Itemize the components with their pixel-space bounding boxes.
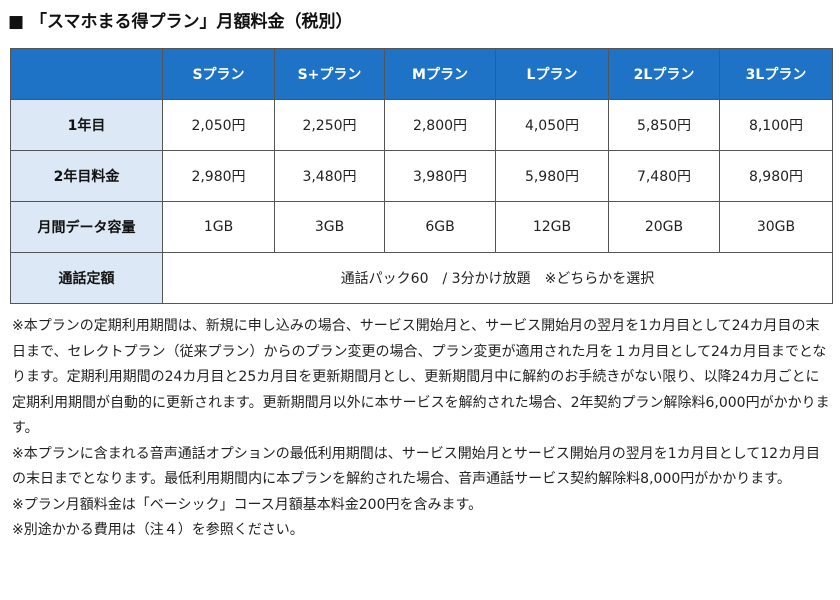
header-m-plan: Mプラン — [384, 48, 496, 100]
price-cell: 3,480円 — [274, 150, 385, 202]
table-header-row: Sプラン S+プラン Mプラン Lプラン 2Lプラン 3Lプラン — [10, 48, 833, 100]
price-cell: 2,250円 — [274, 99, 385, 151]
price-cell: 5,850円 — [608, 99, 720, 151]
table-row: 月間データ容量 1GB 3GB 6GB 12GB 20GB 30GB — [10, 201, 833, 253]
data-cell: 3GB — [274, 201, 385, 253]
price-cell: 2,050円 — [162, 99, 275, 151]
price-cell: 5,980円 — [495, 150, 609, 202]
header-3l-plan: 3Lプラン — [719, 48, 833, 100]
header-s-plan: Sプラン — [162, 48, 275, 100]
note-contract-period: ※本プランの定期利用期間は、新規に申し込みの場合、サービス開始月と、サービス開始… — [12, 318, 830, 436]
header-s-plus-plan: S+プラン — [274, 48, 385, 100]
price-cell: 7,480円 — [608, 150, 720, 202]
header-corner-cell — [10, 48, 163, 100]
row-label-data-capacity: 月間データ容量 — [10, 201, 163, 253]
price-cell: 8,980円 — [719, 150, 833, 202]
header-l-plan: Lプラン — [495, 48, 609, 100]
note-basic-course-fee: ※プラン月額料金は「ベーシック」コース月額基本料金200円を含みます。 — [12, 496, 483, 513]
notes-section: ※本プランの定期利用期間は、新規に申し込みの場合、サービス開始月と、サービス開始… — [12, 314, 830, 544]
row-label-call-flat-rate: 通話定額 — [10, 252, 163, 304]
price-cell: 3,980円 — [384, 150, 496, 202]
table-row: 通話定額 通話パック60 / 3分かけ放題 ※どちらかを選択 — [10, 252, 833, 304]
row-label-second-year: 2年目料金 — [10, 150, 163, 202]
data-cell: 20GB — [608, 201, 720, 253]
table-row: 1年目 2,050円 2,250円 2,800円 4,050円 5,850円 8… — [10, 99, 833, 151]
data-cell: 1GB — [162, 201, 275, 253]
table-row: 2年目料金 2,980円 3,480円 3,980円 5,980円 7,480円… — [10, 150, 833, 202]
price-cell: 4,050円 — [495, 99, 609, 151]
note-extra-costs: ※別途かかる費用は（注４）を参照ください。 — [12, 522, 304, 538]
price-cell: 2,800円 — [384, 99, 496, 151]
note-voice-minimum-period: ※本プランに含まれる音声通話オプションの最低利用期間は、サービス開始月とサービス… — [12, 445, 821, 488]
page-title: ■ 「スマホまる得プラン」月額料金（税別） — [8, 12, 353, 32]
data-cell: 30GB — [719, 201, 833, 253]
price-cell: 2,980円 — [162, 150, 275, 202]
row-label-first-year: 1年目 — [10, 99, 163, 151]
pricing-table: Sプラン S+プラン Mプラン Lプラン 2Lプラン 3Lプラン 1年目 2,0… — [10, 48, 833, 304]
call-option-cell: 通話パック60 / 3分かけ放題 ※どちらかを選択 — [162, 252, 833, 304]
header-2l-plan: 2Lプラン — [608, 48, 720, 100]
data-cell: 6GB — [384, 201, 496, 253]
price-cell: 8,100円 — [719, 99, 833, 151]
data-cell: 12GB — [495, 201, 609, 253]
